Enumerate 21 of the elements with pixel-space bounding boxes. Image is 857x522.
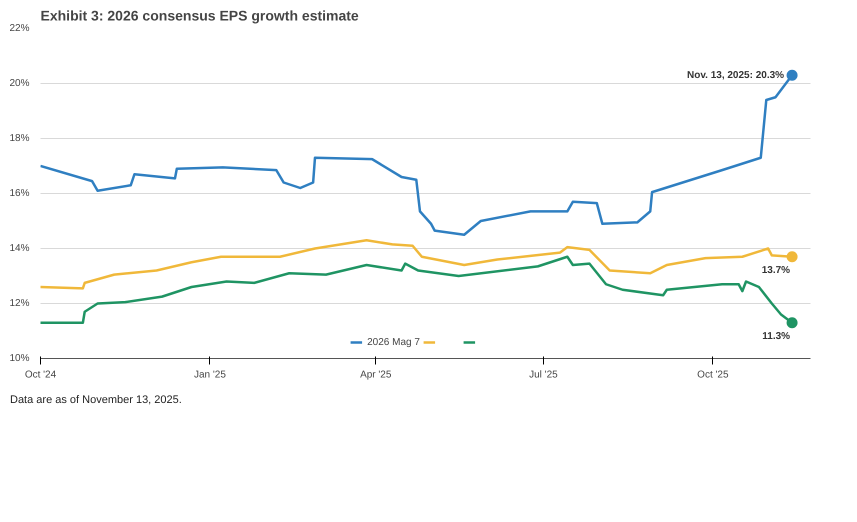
- x-tick-label: Apr '25: [360, 370, 392, 380]
- annotation: Nov. 13, 2025: 20.3%: [686, 70, 784, 81]
- annotation: 11.3%: [762, 330, 790, 342]
- y-tick-label: 20%: [9, 78, 30, 89]
- x-tick-label: Jan '25: [194, 370, 226, 380]
- y-tick-label: 12%: [9, 298, 30, 309]
- y-tick-label: 14%: [9, 243, 30, 254]
- y-tick-label: 18%: [9, 133, 30, 144]
- point: [786, 251, 798, 262]
- text: Data are as of November 13, 2025.: [10, 393, 182, 408]
- annotation: 13.7%: [762, 264, 790, 276]
- x-tick-label: Oct '24: [24, 370, 57, 380]
- point: [786, 317, 798, 328]
- y-tick-label: 10%: [9, 353, 30, 364]
- chart-title: Exhibit 3: 2026 consensus EPS growth estimate: [40, 8, 359, 24]
- legend-label: 2026 Mag 7: [367, 336, 420, 348]
- x-tick-label: Jul '25: [529, 370, 558, 380]
- y-tick-label: 16%: [9, 188, 30, 199]
- point: [786, 70, 798, 81]
- y-tick-label: 22%: [9, 23, 30, 34]
- x-tick-label: Oct '25: [697, 370, 729, 380]
